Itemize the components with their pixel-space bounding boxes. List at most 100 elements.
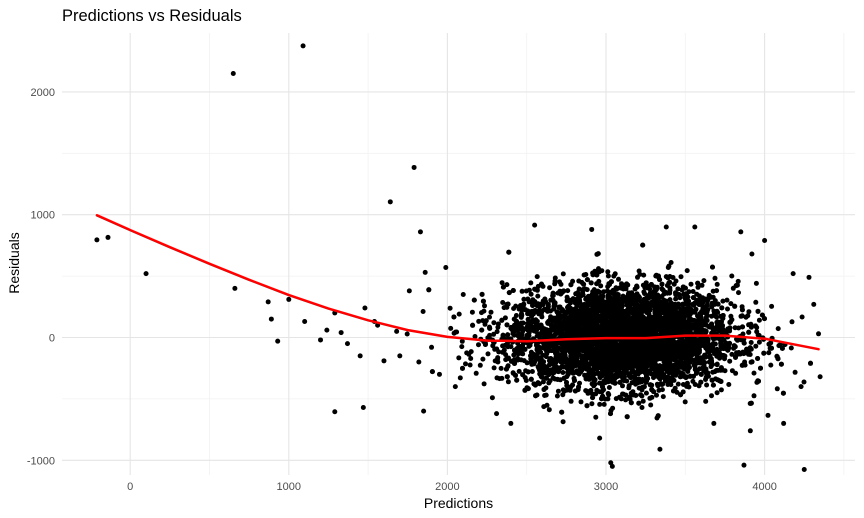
- data-point: [746, 309, 752, 315]
- data-point: [584, 287, 590, 293]
- data-point: [515, 357, 521, 363]
- data-point: [608, 315, 614, 320]
- data-point: [477, 362, 483, 368]
- data-point: [689, 317, 695, 323]
- data-point: [590, 272, 596, 278]
- data-point: [479, 327, 485, 333]
- data-point: [704, 318, 710, 323]
- data-point: [500, 332, 506, 338]
- data-point: [705, 344, 710, 350]
- data-point: [491, 365, 497, 371]
- data-point: [714, 362, 720, 368]
- data-point: [459, 344, 465, 350]
- data-point: [729, 273, 735, 279]
- data-point: [456, 311, 462, 317]
- data-point: [468, 356, 474, 361]
- data-point: [481, 308, 487, 314]
- data-point: [472, 334, 478, 339]
- data-point: [633, 349, 639, 355]
- data-point: [641, 272, 647, 278]
- data-point: [612, 380, 618, 386]
- data-point: [526, 287, 532, 293]
- data-point: [683, 306, 689, 312]
- data-point: [712, 369, 718, 375]
- data-point: [666, 280, 672, 286]
- data-point: [555, 388, 561, 394]
- data-point: [598, 283, 604, 289]
- data-point: [663, 317, 669, 323]
- data-point: [682, 363, 688, 369]
- data-point: [561, 343, 567, 349]
- data-point: [748, 400, 754, 406]
- data-point: [655, 383, 661, 389]
- data-point: [548, 297, 554, 303]
- data-point: [606, 392, 612, 398]
- data-point: [485, 351, 491, 357]
- data-point: [560, 307, 566, 313]
- data-point: [672, 356, 678, 362]
- data-point: [625, 309, 631, 315]
- data-point: [604, 377, 610, 383]
- data-point: [618, 364, 624, 370]
- data-point: [500, 300, 506, 305]
- data-point: [572, 315, 578, 321]
- data-point: [499, 375, 505, 381]
- data-point: [604, 324, 610, 330]
- data-point: [429, 369, 435, 375]
- data-point: [544, 402, 550, 408]
- data-point: [732, 303, 738, 309]
- data-point: [570, 297, 576, 303]
- data-point: [756, 378, 761, 384]
- data-point: [560, 271, 566, 277]
- data-point: [580, 292, 586, 298]
- data-point: [671, 281, 677, 287]
- data-point: [761, 350, 767, 356]
- data-point: [636, 400, 642, 406]
- data-point: [656, 374, 662, 380]
- data-point: [590, 391, 596, 397]
- data-point: [692, 325, 698, 331]
- data-point: [635, 293, 640, 299]
- data-point: [780, 390, 786, 396]
- data-point: [529, 369, 535, 374]
- data-point: [639, 302, 645, 308]
- data-point: [733, 355, 738, 360]
- data-point: [729, 351, 735, 357]
- data-point: [728, 301, 734, 307]
- data-point: [636, 376, 642, 382]
- data-point: [565, 369, 571, 375]
- data-point: [678, 392, 684, 398]
- data-point: [525, 369, 531, 375]
- data-point: [705, 370, 711, 376]
- data-point: [709, 304, 715, 310]
- data-point: [703, 398, 709, 404]
- data-point: [543, 375, 549, 381]
- data-point: [808, 360, 813, 366]
- data-point: [616, 276, 621, 282]
- data-point: [471, 297, 477, 303]
- data-point: [539, 281, 544, 287]
- data-point: [568, 398, 574, 404]
- data-point: [694, 291, 700, 297]
- data-point: [480, 298, 486, 304]
- data-point: [704, 382, 710, 388]
- data-point: [654, 392, 659, 398]
- data-point: [463, 361, 468, 367]
- data-point: [520, 343, 526, 349]
- data-point: [577, 317, 583, 323]
- data-point: [704, 302, 710, 308]
- data-point: [554, 393, 560, 399]
- data-point: [564, 380, 569, 385]
- data-point: [709, 377, 715, 383]
- data-point: [719, 305, 725, 311]
- data-point: [592, 331, 598, 337]
- data-point: [560, 370, 566, 375]
- data-point: [799, 314, 805, 320]
- data-point: [543, 354, 549, 360]
- data-point: [504, 282, 510, 288]
- data-point: [593, 311, 599, 317]
- data-point: [606, 311, 612, 316]
- data-point: [684, 312, 689, 318]
- data-point: [651, 375, 656, 381]
